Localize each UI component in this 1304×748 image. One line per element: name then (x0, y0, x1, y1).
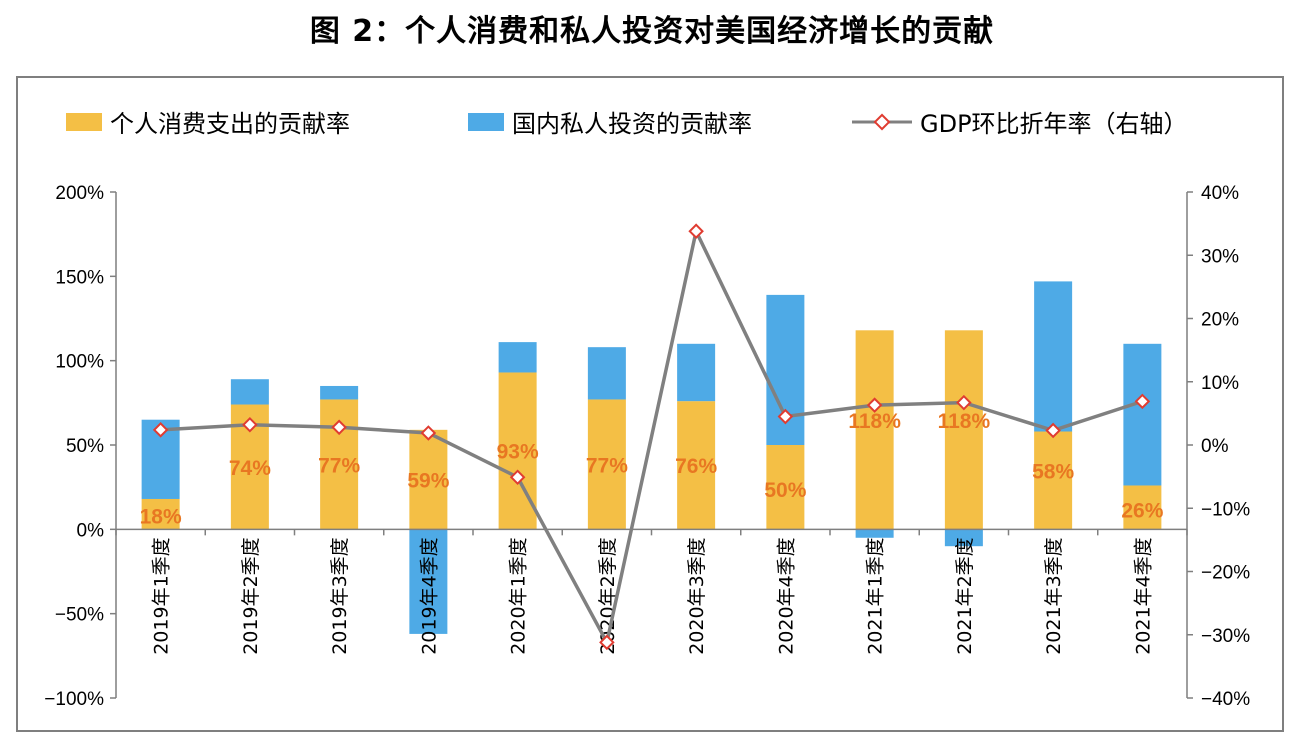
bar-consumption (1034, 431, 1073, 530)
x-tick-label: 2021年3季度 (1043, 537, 1065, 654)
x-tick-label: 2021年1季度 (865, 537, 887, 654)
data-label: 76% (675, 455, 717, 478)
bar-consumption (409, 429, 448, 530)
y-left-tick-label: −50% (55, 605, 104, 626)
bar-investment (498, 342, 537, 373)
legend-swatch-consumption (66, 112, 102, 131)
gdp-marker (420, 425, 437, 441)
x-tick-label: 2019年4季度 (418, 537, 440, 654)
x-tick-label: 2020年2季度 (597, 537, 619, 654)
gdp-marker (509, 469, 526, 486)
data-label: 18% (140, 505, 182, 528)
bar-investment (587, 347, 626, 400)
chart-title: 图 2：个人消费和私人投资对美国经济增长的贡献 (309, 14, 995, 49)
gdp-marker (956, 394, 972, 411)
bar-consumption (587, 399, 626, 530)
y-left-tick-label: 50% (66, 436, 104, 457)
x-tick-label: 2020年4季度 (775, 537, 797, 654)
data-label: 74% (229, 457, 271, 480)
y-left-tick-label: −100% (44, 689, 104, 710)
legend-item-gdp: GDP环比折年率（右轴） (852, 104, 1188, 139)
legend-item-consumption: 个人消费支出的贡献率 (66, 104, 350, 139)
chart-legend: 个人消费支出的贡献率 国内私人投资的贡献率 GDP环比折年率（右轴） (0, 104, 1304, 144)
chart-frame (16, 76, 1284, 732)
gdp-marker (688, 223, 704, 239)
y-right-tick-label: 30% (1201, 246, 1239, 267)
bar-investment (677, 343, 716, 402)
x-tick-label: 2019年1季度 (151, 537, 173, 654)
gdp-marker (599, 634, 615, 651)
data-label: 50% (764, 479, 806, 502)
bar-investment (1034, 281, 1073, 432)
x-tick-label: 2019年2季度 (240, 537, 262, 654)
y-left-tick-label: 200% (55, 183, 104, 204)
legend-swatch-gdp (852, 113, 912, 130)
bar-consumption (141, 498, 180, 530)
y-left-tick-label: 100% (55, 352, 104, 373)
x-tick-label: 2021年2季度 (954, 537, 976, 654)
bar-investment (855, 529, 894, 538)
data-label: 118% (848, 410, 901, 433)
gdp-line (160, 225, 1143, 648)
bar-investment (1123, 343, 1162, 486)
y-right-tick-label: 20% (1201, 310, 1239, 331)
bar-consumption (1123, 485, 1162, 530)
y-right-tick-label: −30% (1201, 626, 1250, 647)
legend-swatch-investment (468, 112, 504, 131)
y-left-tick-label: 150% (55, 267, 104, 288)
legend-label-consumption: 个人消费支出的贡献率 (110, 110, 350, 138)
y-left-tick-label: 0% (77, 520, 105, 541)
bar-consumption (766, 445, 805, 530)
gdp-marker (866, 397, 883, 413)
data-label: 93% (497, 440, 539, 463)
bar-investment (409, 529, 448, 634)
x-tick-label: 2020年1季度 (508, 537, 530, 654)
bar-consumption (855, 330, 894, 530)
bar-consumption (677, 401, 716, 530)
y-right-tick-label: −40% (1201, 689, 1250, 710)
legend-item-investment: 国内私人投资的贡献率 (468, 104, 752, 139)
y-right-tick-label: 40% (1201, 183, 1239, 204)
data-label: 77% (586, 454, 628, 477)
y-right-tick-label: 0% (1201, 436, 1229, 457)
data-label: 118% (938, 410, 991, 433)
bar-investment (230, 379, 269, 405)
y-right-tick-label: −10% (1201, 499, 1250, 520)
data-label: 26% (1121, 499, 1163, 522)
y-right-tick-label: −20% (1201, 563, 1250, 584)
data-label: 58% (1032, 461, 1074, 484)
gdp-marker (1134, 393, 1151, 410)
x-tick-label: 2019年3季度 (329, 537, 351, 654)
bar-investment (944, 529, 983, 547)
legend-label-investment: 国内私人投资的贡献率 (512, 110, 752, 138)
x-tick-label: 2020年3季度 (686, 537, 708, 654)
gdp-marker (331, 419, 347, 436)
bar-investment (320, 385, 359, 400)
gdp-marker (777, 408, 794, 425)
gdp-marker (152, 422, 169, 438)
bar-consumption (944, 330, 983, 530)
data-label: 77% (318, 454, 360, 477)
legend-label-gdp: GDP环比折年率（右轴） (920, 110, 1188, 138)
data-label: 59% (407, 470, 449, 493)
gdp-marker (1045, 422, 1061, 439)
gdp-marker (242, 416, 258, 433)
x-tick-label: 2021年4季度 (1132, 537, 1154, 654)
y-right-tick-label: 10% (1201, 373, 1239, 394)
